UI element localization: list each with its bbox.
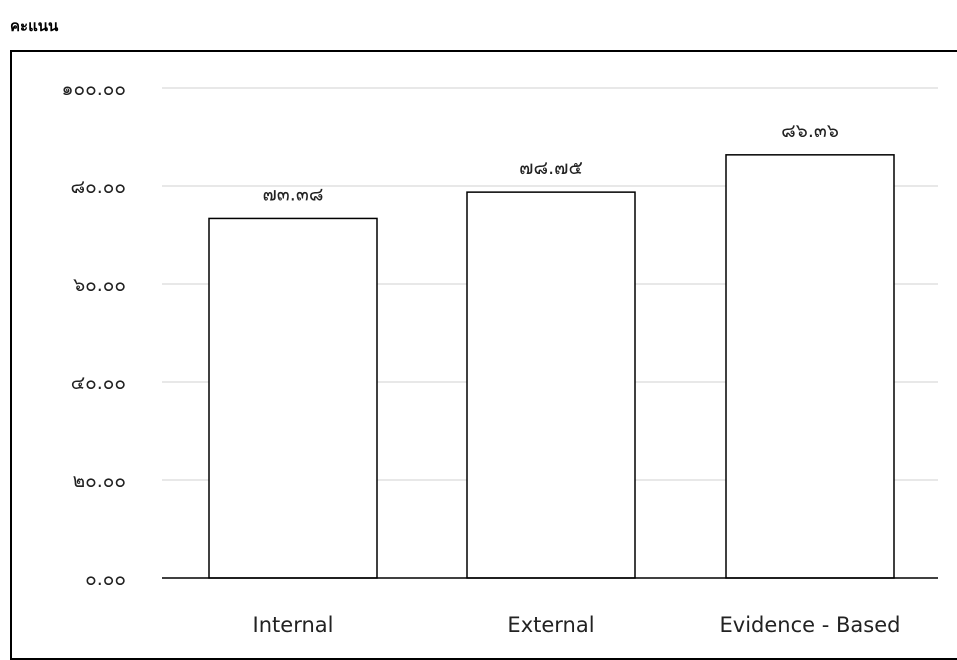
data-label: ๗๓.๓๘ — [263, 183, 324, 205]
data-label: ๗๘.๗๕ — [519, 157, 583, 179]
y-tick-label: ๑๐๐.๐๐ — [62, 78, 127, 100]
x-category-label: Internal — [253, 613, 334, 637]
y-tick-label: ๔๐.๐๐ — [71, 372, 126, 394]
bar — [466, 191, 636, 579]
data-labels: ๗๓.๓๘ ๗๘.๗๕ ๘๖.๓๖ — [263, 120, 839, 206]
bar — [725, 154, 895, 579]
y-tick-label: ๒๐.๐๐ — [73, 470, 126, 492]
bar — [208, 217, 378, 579]
data-label: ๘๖.๓๖ — [781, 120, 839, 142]
y-axis-title: คะแนน — [10, 17, 59, 35]
y-tick-label: ๖๐.๐๐ — [73, 274, 126, 296]
x-category-label: External — [507, 613, 594, 637]
y-tick-label: ๘๐.๐๐ — [71, 176, 127, 198]
bars — [208, 154, 895, 579]
y-axis-ticks: ๐.๐๐ ๒๐.๐๐ ๔๐.๐๐ ๖๐.๐๐ ๘๐.๐๐ ๑๐๐.๐๐ — [62, 78, 127, 590]
x-category-label: Evidence - Based — [720, 613, 901, 637]
y-tick-label: ๐.๐๐ — [85, 568, 126, 590]
x-axis-categories: Internal External Evidence - Based — [253, 613, 901, 637]
